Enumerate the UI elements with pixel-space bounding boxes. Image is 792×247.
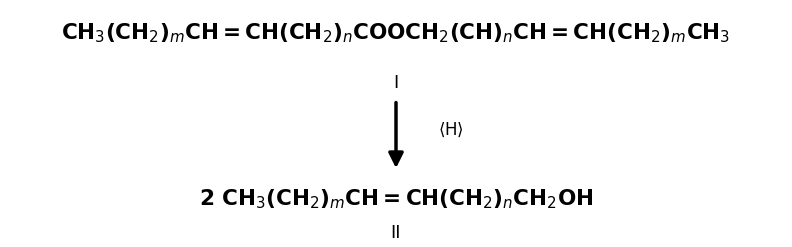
Text: 2 CH$_3$(CH$_2$)$_m$CH$\mathbf{=}$CH(CH$_2$)$_n$CH$_2$OH: 2 CH$_3$(CH$_2$)$_m$CH$\mathbf{=}$CH(CH$… [199,187,593,211]
Text: II: II [390,224,402,242]
Text: CH$_3$(CH$_2$)$_m$CH$\mathbf{=}$CH(CH$_2$)$_n$COOCH$_2$(CH)$_n$CH$\mathbf{=}$CH(: CH$_3$(CH$_2$)$_m$CH$\mathbf{=}$CH(CH$_2… [61,21,731,45]
Text: $\langle$H$\rangle$: $\langle$H$\rangle$ [438,120,464,139]
Text: I: I [394,74,398,92]
